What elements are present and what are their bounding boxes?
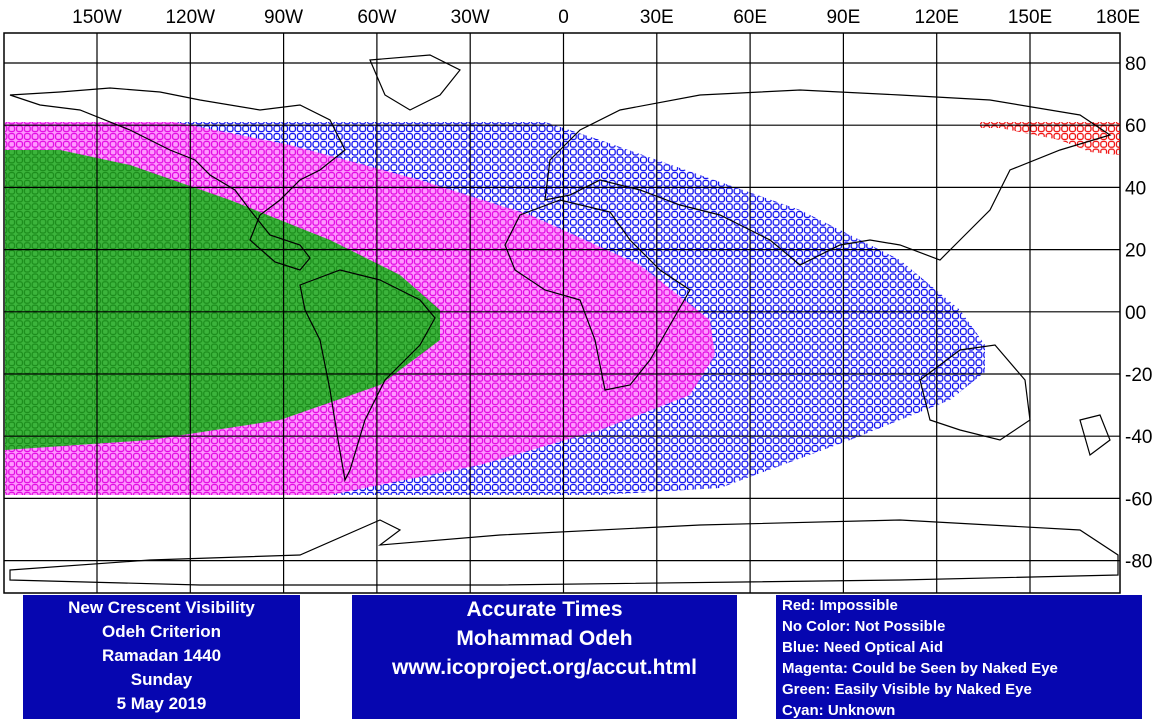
- box-line: Accurate Times: [466, 598, 623, 621]
- latitude-label: -20: [1125, 365, 1152, 386]
- box-line: Red: Impossible: [782, 597, 898, 614]
- longitude-label: 150W: [72, 7, 122, 28]
- box-line: www.icoproject.org/accut.html: [392, 656, 697, 679]
- latitude-label: -40: [1125, 427, 1152, 448]
- box-line: Ramadan 1440: [101, 646, 222, 665]
- box-line: Odeh Criterion: [101, 622, 221, 641]
- box-line: Mohammad Odeh: [456, 627, 633, 650]
- latitude-label: 20: [1125, 241, 1146, 262]
- box-line: New Crescent Visibility: [68, 598, 255, 617]
- latitude-label: 00: [1125, 303, 1146, 324]
- longitude-label: 90W: [264, 7, 303, 28]
- longitude-label: 30E: [640, 7, 674, 28]
- longitude-label: 60E: [733, 7, 767, 28]
- latitude-label: 80: [1125, 54, 1146, 75]
- longitude-label: 180E: [1096, 7, 1140, 28]
- latitude-label: 60: [1125, 116, 1146, 137]
- box-line: No Color: Not Possible: [782, 618, 946, 635]
- red-region: [980, 122, 1120, 155]
- box-line: Blue: Need Optical Aid: [782, 639, 944, 656]
- box-line: Cyan: Unknown: [782, 702, 896, 719]
- longitude-label: 150E: [1008, 7, 1052, 28]
- latitude-label: 40: [1125, 178, 1146, 199]
- info-box: New Crescent Visibility Odeh Criterion Ram…: [23, 595, 300, 719]
- credit-box: Accurate Times Mohammad Odeh www.icoprojec…: [352, 595, 737, 719]
- longitude-label: 120E: [915, 7, 959, 28]
- map: 150W 120W 90W 60W 30W 0 30E 60E 90E 120E 150E 180E 8…: [3, 7, 1152, 594]
- longitude-label: 60W: [357, 7, 396, 28]
- longitude-label: 90E: [826, 7, 860, 28]
- green-region: [5, 150, 440, 450]
- box-line: 5 May 2019: [116, 694, 207, 713]
- longitude-label: 120W: [165, 7, 215, 28]
- box-line: Magenta: Could be Seen by Naked Eye: [782, 660, 1058, 677]
- legend-box: Red: Impossible No Color: Not Possible Blu…: [776, 595, 1142, 719]
- coastlines: [9, 54, 1119, 586]
- longitude-label: 0: [558, 7, 569, 28]
- graticule: [4, 33, 1120, 593]
- box-line: Sunday: [130, 670, 193, 689]
- box-line: Green: Easily Visible by Naked Eye: [782, 681, 1032, 698]
- longitude-label: 30W: [451, 7, 490, 28]
- latitude-label: -60: [1125, 489, 1152, 510]
- latitude-label: -80: [1125, 552, 1152, 573]
